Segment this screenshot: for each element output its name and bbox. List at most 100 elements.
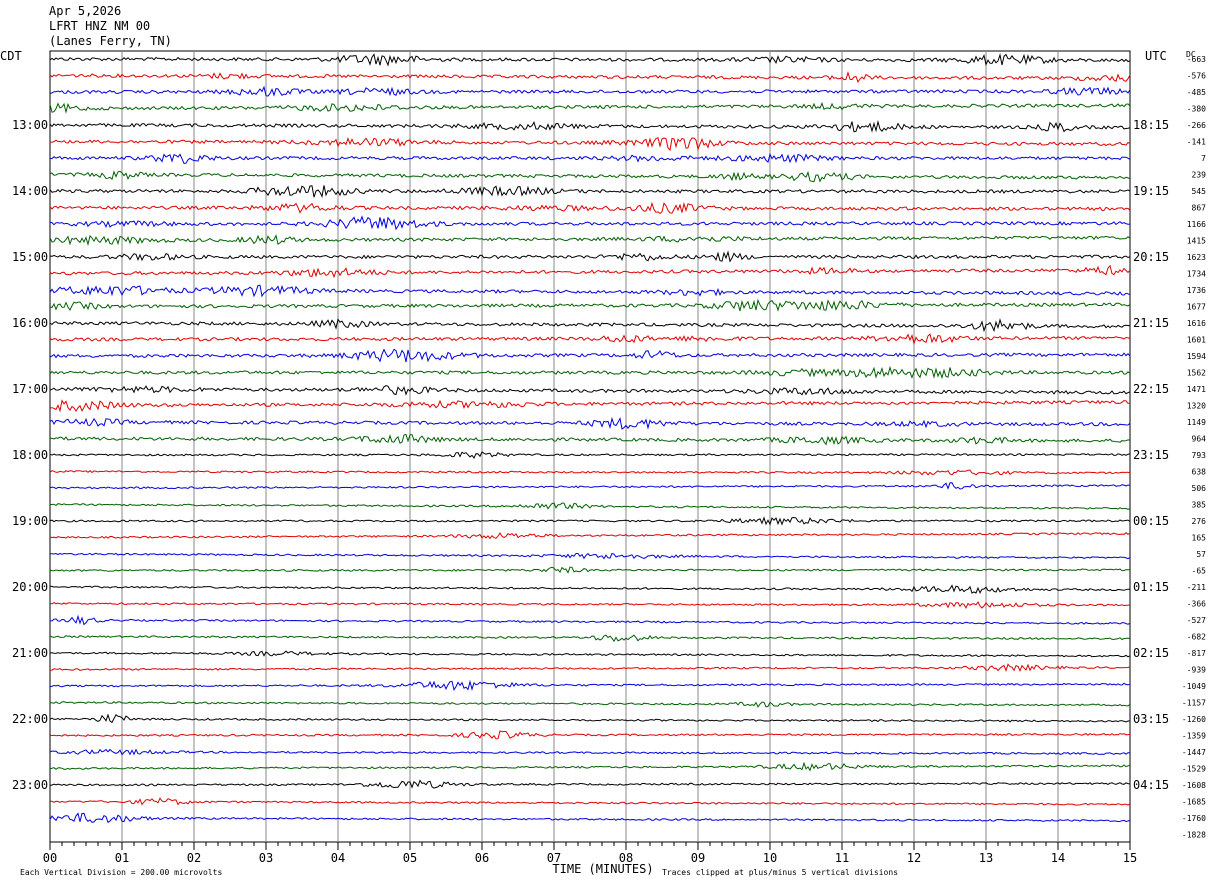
x-tick-label: 00 bbox=[43, 851, 57, 865]
dc-offset-label: -266 bbox=[1187, 121, 1206, 130]
dc-offset-label: -1685 bbox=[1182, 798, 1206, 807]
trace-line bbox=[49, 85, 1131, 97]
chart-location: (Lanes Ferry, TN) bbox=[49, 34, 172, 48]
utc-hour-label: 20:15 bbox=[1133, 250, 1169, 264]
trace-line bbox=[49, 215, 1131, 231]
x-tick-label: 08 bbox=[619, 851, 633, 865]
utc-hour-label: 03:15 bbox=[1133, 712, 1169, 726]
trace-line bbox=[49, 730, 1131, 740]
trace-line bbox=[49, 601, 1131, 609]
dc-offset-label: -65 bbox=[1192, 567, 1207, 576]
dc-offset-label: 1562 bbox=[1187, 369, 1206, 378]
dc-offset-label: -663 bbox=[1187, 55, 1206, 64]
cdt-hour-label: 15:00 bbox=[12, 250, 48, 264]
dc-offset-label: -1828 bbox=[1182, 831, 1206, 840]
dc-offset-label: 239 bbox=[1192, 171, 1207, 180]
dc-offset-label: -1260 bbox=[1182, 715, 1206, 724]
dc-offset-label: -1760 bbox=[1182, 814, 1206, 823]
cdt-axis-label: CDT bbox=[0, 49, 22, 63]
trace-line bbox=[49, 348, 1131, 363]
trace-line bbox=[49, 185, 1131, 198]
cdt-hour-label: 23:00 bbox=[12, 778, 48, 792]
dc-offset-label: -939 bbox=[1187, 666, 1206, 675]
trace-line bbox=[49, 152, 1131, 165]
dc-offset-label: -380 bbox=[1187, 105, 1206, 114]
dc-offset-label: -366 bbox=[1187, 600, 1206, 609]
cdt-hour-label: 13:00 bbox=[12, 118, 48, 132]
trace-line bbox=[49, 137, 1131, 152]
dc-offset-label: -817 bbox=[1187, 649, 1206, 658]
utc-hour-label: 18:15 bbox=[1133, 118, 1169, 132]
dc-offset-label: 1734 bbox=[1187, 270, 1206, 279]
dc-offset-label: 7 bbox=[1201, 154, 1206, 163]
cdt-hour-label: 16:00 bbox=[12, 316, 48, 330]
dc-offset-label: 1149 bbox=[1187, 418, 1206, 427]
trace-line bbox=[49, 120, 1131, 133]
trace-line bbox=[49, 701, 1131, 708]
dc-label: DC bbox=[1186, 50, 1196, 59]
chart-date: Apr 5,2026 bbox=[49, 4, 122, 18]
dc-offset-label: 867 bbox=[1192, 204, 1207, 213]
dc-offset-label: -141 bbox=[1187, 138, 1206, 147]
dc-offset-label: -527 bbox=[1187, 616, 1206, 625]
dc-offset-label: 385 bbox=[1192, 501, 1207, 510]
trace-line bbox=[49, 433, 1131, 446]
dc-offset-label: -485 bbox=[1187, 88, 1206, 97]
dc-offset-label: 545 bbox=[1192, 187, 1207, 196]
trace-line bbox=[49, 451, 1131, 459]
trace-line bbox=[49, 399, 1131, 413]
chart-station: LFRT HNZ NM 00 bbox=[49, 19, 151, 33]
dc-offset-label: -576 bbox=[1187, 72, 1206, 81]
trace-line bbox=[49, 761, 1131, 772]
trace-line bbox=[49, 298, 1131, 312]
trace-line bbox=[49, 482, 1131, 490]
x-tick-label: 04 bbox=[331, 851, 345, 865]
dc-offset-label: -1608 bbox=[1182, 781, 1206, 790]
dc-offset-label: -1529 bbox=[1182, 765, 1206, 774]
x-tick-label: 11 bbox=[835, 851, 849, 865]
x-tick-label: 05 bbox=[403, 851, 417, 865]
trace-line bbox=[49, 584, 1130, 594]
x-tick-label: 13 bbox=[979, 851, 993, 865]
utc-hour-label: 01:15 bbox=[1133, 580, 1169, 594]
trace-line bbox=[49, 318, 1131, 333]
dc-offset-label: -1049 bbox=[1182, 682, 1206, 691]
trace-line bbox=[49, 614, 1131, 626]
trace-line bbox=[49, 779, 1131, 789]
dc-offset-label: 638 bbox=[1192, 468, 1207, 477]
cdt-hour-label: 19:00 bbox=[12, 514, 48, 528]
cdt-hour-label: 17:00 bbox=[12, 382, 48, 396]
trace-line bbox=[49, 469, 1131, 476]
trace-line bbox=[49, 333, 1131, 346]
trace-line bbox=[49, 532, 1131, 540]
trace-line bbox=[49, 812, 1131, 824]
dc-offset-label: 1471 bbox=[1187, 385, 1206, 394]
plot-frame bbox=[49, 50, 1131, 843]
utc-hour-label: 04:15 bbox=[1133, 778, 1169, 792]
dc-offset-label: 57 bbox=[1196, 550, 1206, 559]
cdt-hour-label: 21:00 bbox=[12, 646, 48, 660]
trace-line bbox=[49, 650, 1131, 658]
trace-line bbox=[49, 284, 1131, 298]
dc-offset-label: -1359 bbox=[1182, 732, 1206, 741]
x-tick-label: 06 bbox=[475, 851, 489, 865]
trace-line bbox=[49, 416, 1131, 430]
trace-line bbox=[49, 201, 1131, 215]
dc-offset-label: 1677 bbox=[1187, 303, 1206, 312]
cdt-hour-label: 20:00 bbox=[12, 580, 48, 594]
utc-hour-label: 19:15 bbox=[1133, 184, 1169, 198]
dc-offset-label: -682 bbox=[1187, 633, 1206, 642]
trace-line bbox=[49, 748, 1131, 756]
trace-line bbox=[49, 70, 1131, 83]
dc-offset-label: 165 bbox=[1192, 534, 1207, 543]
dc-offset-label: 1736 bbox=[1187, 286, 1206, 295]
footer-clip-note: Traces clipped at plus/minus 5 vertical … bbox=[662, 868, 898, 877]
trace-line bbox=[49, 170, 1131, 183]
x-tick-label: 02 bbox=[187, 851, 201, 865]
footer-scale-note: Each Vertical Division = 200.00 microvol… bbox=[20, 868, 222, 877]
trace-line bbox=[49, 502, 1131, 510]
dc-offset-label: 964 bbox=[1192, 435, 1207, 444]
trace-line bbox=[49, 634, 1131, 643]
dc-offset-label: 1320 bbox=[1187, 402, 1206, 411]
